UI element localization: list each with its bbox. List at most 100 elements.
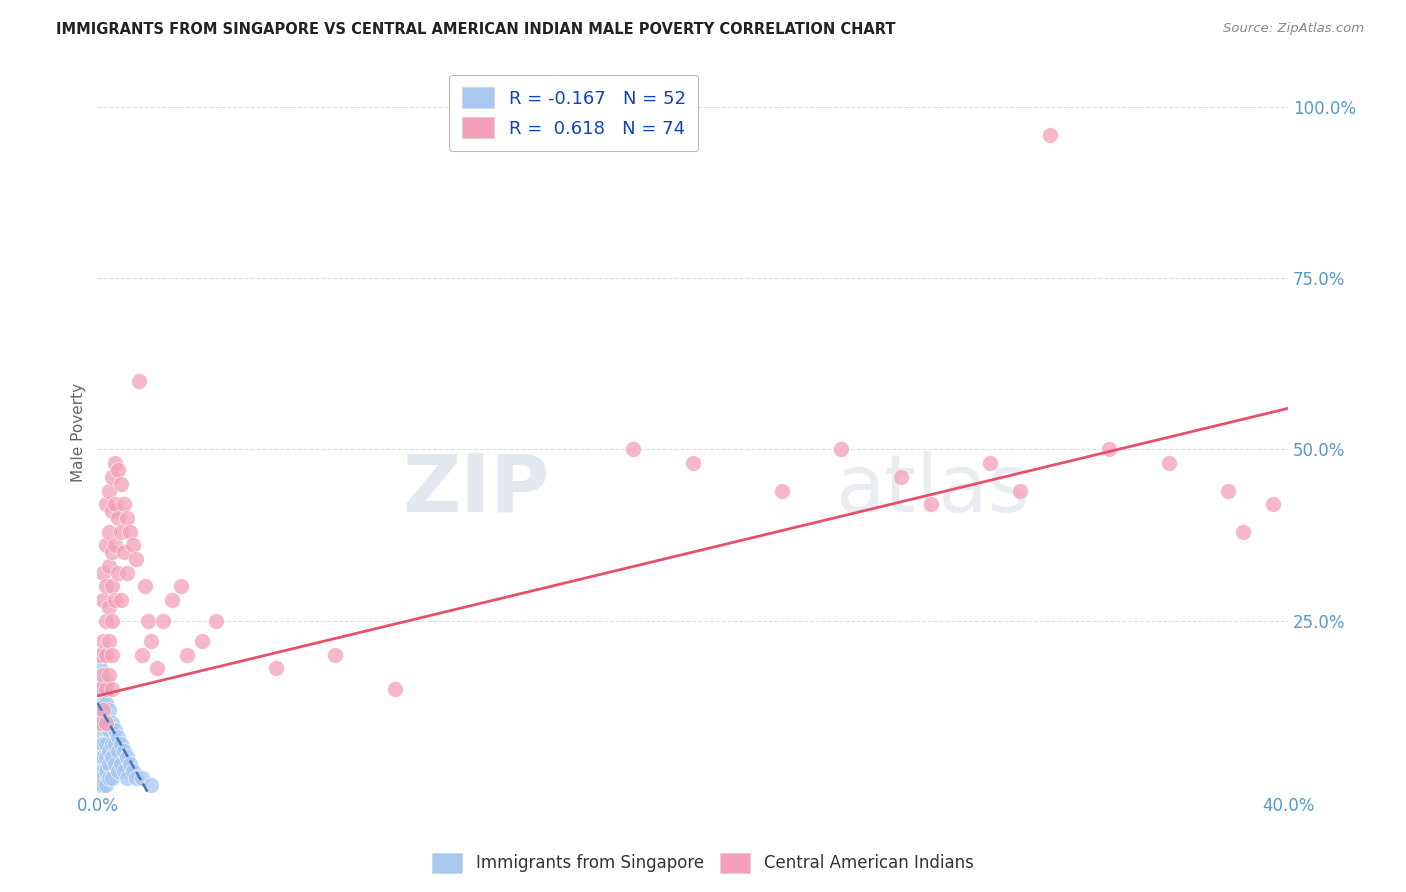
Point xyxy=(110,737,132,751)
Point xyxy=(621,442,644,457)
Point xyxy=(98,483,121,498)
Point xyxy=(101,681,124,696)
Point xyxy=(104,593,127,607)
Point xyxy=(112,497,135,511)
Point xyxy=(110,524,132,539)
Point xyxy=(91,668,114,682)
Point xyxy=(91,750,114,764)
Point xyxy=(91,675,114,690)
Point xyxy=(90,737,112,751)
Point xyxy=(107,463,129,477)
Point xyxy=(176,648,198,662)
Point xyxy=(96,716,118,731)
Point xyxy=(89,730,111,744)
Point xyxy=(101,737,124,751)
Point xyxy=(104,497,127,511)
Point xyxy=(831,442,853,457)
Text: atlas: atlas xyxy=(835,450,1031,529)
Point xyxy=(91,634,114,648)
Point xyxy=(134,579,156,593)
Point xyxy=(96,538,118,552)
Point xyxy=(89,764,111,779)
Point xyxy=(98,757,121,772)
Point xyxy=(98,634,121,648)
Point xyxy=(98,702,121,716)
Point xyxy=(136,614,159,628)
Point xyxy=(101,750,124,764)
Point xyxy=(139,634,162,648)
Point xyxy=(128,374,150,388)
Point xyxy=(98,744,121,758)
Point xyxy=(107,511,129,525)
Point xyxy=(98,558,121,573)
Point xyxy=(91,737,114,751)
Point xyxy=(115,771,138,785)
Point xyxy=(101,771,124,785)
Text: IMMIGRANTS FROM SINGAPORE VS CENTRAL AMERICAN INDIAN MALE POVERTY CORRELATION CH: IMMIGRANTS FROM SINGAPORE VS CENTRAL AME… xyxy=(56,22,896,37)
Point xyxy=(122,538,145,552)
Point xyxy=(101,579,124,593)
Point xyxy=(1039,128,1062,142)
Point xyxy=(104,456,127,470)
Point xyxy=(104,723,127,737)
Point xyxy=(101,648,124,662)
Point xyxy=(96,737,118,751)
Point xyxy=(1098,442,1121,457)
Point xyxy=(1218,483,1240,498)
Point xyxy=(96,497,118,511)
Point xyxy=(190,634,212,648)
Point xyxy=(87,716,110,731)
Point xyxy=(91,648,114,662)
Point xyxy=(115,750,138,764)
Point xyxy=(1157,456,1180,470)
Point xyxy=(96,579,118,593)
Point xyxy=(101,716,124,731)
Point xyxy=(98,723,121,737)
Point xyxy=(89,681,111,696)
Point xyxy=(101,470,124,484)
Text: ZIP: ZIP xyxy=(402,450,550,529)
Point xyxy=(1010,483,1032,498)
Point xyxy=(101,545,124,559)
Point xyxy=(682,456,704,470)
Point xyxy=(131,648,153,662)
Point xyxy=(205,614,228,628)
Point xyxy=(115,511,138,525)
Point xyxy=(112,545,135,559)
Point xyxy=(96,764,118,779)
Point xyxy=(104,737,127,751)
Point xyxy=(91,716,114,731)
Text: Source: ZipAtlas.com: Source: ZipAtlas.com xyxy=(1223,22,1364,36)
Point xyxy=(107,566,129,580)
Point xyxy=(920,497,942,511)
Point xyxy=(890,470,912,484)
Point xyxy=(770,483,793,498)
Point xyxy=(122,764,145,779)
Point xyxy=(96,614,118,628)
Point xyxy=(120,524,142,539)
Point xyxy=(89,661,111,675)
Legend: Immigrants from Singapore, Central American Indians: Immigrants from Singapore, Central Ameri… xyxy=(426,847,980,880)
Point xyxy=(325,648,347,662)
Point xyxy=(96,750,118,764)
Point xyxy=(96,716,118,731)
Point xyxy=(89,702,111,716)
Point xyxy=(384,681,406,696)
Point xyxy=(89,750,111,764)
Point xyxy=(1232,524,1254,539)
Point xyxy=(89,681,111,696)
Point xyxy=(112,744,135,758)
Point xyxy=(139,778,162,792)
Point xyxy=(89,716,111,731)
Point xyxy=(96,681,118,696)
Point xyxy=(104,538,127,552)
Point xyxy=(110,476,132,491)
Point xyxy=(120,757,142,772)
Point xyxy=(110,757,132,772)
Point xyxy=(264,661,287,675)
Point xyxy=(146,661,169,675)
Point xyxy=(91,696,114,710)
Point xyxy=(91,593,114,607)
Y-axis label: Male Poverty: Male Poverty xyxy=(72,383,86,482)
Point xyxy=(101,504,124,518)
